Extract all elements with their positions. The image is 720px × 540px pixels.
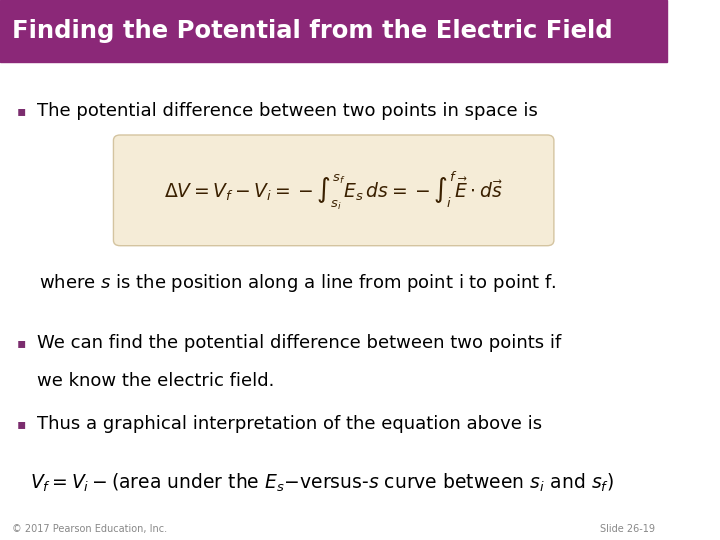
FancyBboxPatch shape <box>114 135 554 246</box>
Text: The potential difference between two points in space is: The potential difference between two poi… <box>37 102 538 120</box>
Text: $V_f = V_i - \mathrm{(area\ under\ the\ } E_s\mathrm{-versus\text{-}}s\mathrm{\ : $V_f = V_i - \mathrm{(area\ under\ the\ … <box>30 472 613 495</box>
Text: we know the electric field.: we know the electric field. <box>37 372 274 390</box>
Bar <box>0 0 667 62</box>
Text: ▪: ▪ <box>17 104 26 118</box>
Text: Thus a graphical interpretation of the equation above is: Thus a graphical interpretation of the e… <box>37 415 542 433</box>
Text: where $s$ is the position along a line from point i to point f.: where $s$ is the position along a line f… <box>39 273 556 294</box>
Text: Slide 26-19: Slide 26-19 <box>600 523 655 534</box>
Text: We can find the potential difference between two points if: We can find the potential difference bet… <box>37 334 561 352</box>
Text: $\Delta V = V_f - V_i = -\int_{s_i}^{s_f} E_s \, ds = -\int_{i}^{f} \vec{E} \cdo: $\Delta V = V_f - V_i = -\int_{s_i}^{s_f… <box>164 169 503 212</box>
Text: ▪: ▪ <box>17 336 26 350</box>
Text: Finding the Potential from the Electric Field: Finding the Potential from the Electric … <box>12 19 613 43</box>
Text: © 2017 Pearson Education, Inc.: © 2017 Pearson Education, Inc. <box>12 523 167 534</box>
Text: ▪: ▪ <box>17 417 26 431</box>
